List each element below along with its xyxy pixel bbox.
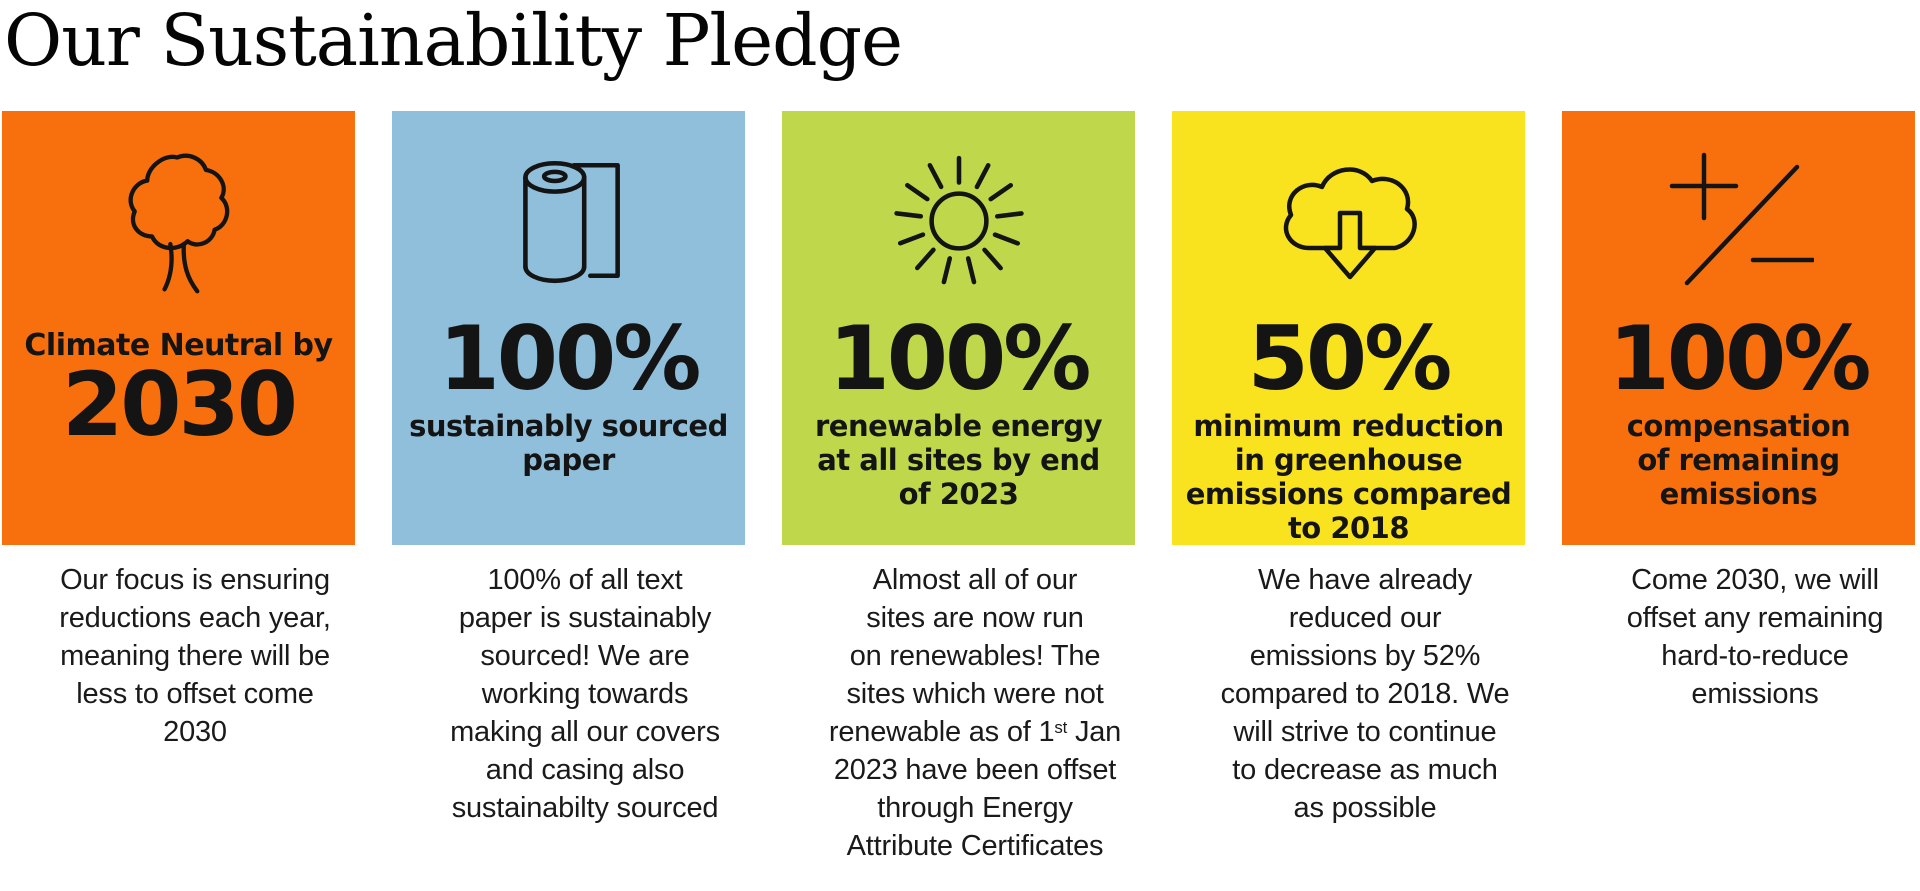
card-stat-number: 100% bbox=[828, 307, 1092, 411]
card-description: Our focus is ensuring reductions each ye… bbox=[59, 564, 331, 749]
paper-roll-icon bbox=[507, 137, 631, 305]
pledge-card-climate-neutral: Climate Neutral by 2030 bbox=[2, 111, 355, 546]
pledge-card-paper: 100% sustainably sourced paper bbox=[392, 111, 745, 546]
card-stat-number: 100% bbox=[438, 307, 702, 411]
cloud-arrow-down-icon bbox=[1264, 137, 1434, 305]
card-label: sustainably sourced paper bbox=[409, 409, 728, 478]
card-stat-number: 100% bbox=[1608, 307, 1872, 411]
tree-icon bbox=[121, 137, 237, 305]
pledge-column-paper: 100% sustainably sourced paper 100% of a… bbox=[392, 111, 745, 865]
card-description: 100% of all text paper is sustainably so… bbox=[450, 564, 720, 825]
page-title: Our Sustainability Pledge bbox=[4, 0, 903, 82]
pledge-column-greenhouse: 50% minimum reduction in greenhouse emis… bbox=[1172, 111, 1525, 865]
pledge-card-compensation: 100% compensation of remaining emissions bbox=[1562, 111, 1915, 546]
pledge-cards-row: Climate Neutral by 2030 Our focus is ens… bbox=[0, 111, 1920, 865]
card-label: minimum reduction in greenhouse emission… bbox=[1185, 409, 1512, 546]
pledge-column-compensation: 100% compensation of remaining emissions… bbox=[1562, 111, 1915, 865]
superscript-ordinal: st bbox=[1054, 717, 1068, 737]
card-label: compensation of remaining emissions bbox=[1626, 409, 1851, 512]
card-description: Come 2030, we will offset any remaining … bbox=[1626, 564, 1884, 711]
card-description: We have already reduced our emissions by… bbox=[1220, 564, 1510, 825]
card-stat-number: 2030 bbox=[62, 353, 298, 457]
pledge-card-renewable-energy: 100% renewable energy at all sites by en… bbox=[782, 111, 1135, 546]
sun-icon bbox=[886, 137, 1032, 305]
plus-minus-icon bbox=[1664, 137, 1814, 305]
pledge-card-greenhouse: 50% minimum reduction in greenhouse emis… bbox=[1172, 111, 1525, 546]
pledge-column-climate-neutral: Climate Neutral by 2030 Our focus is ens… bbox=[2, 111, 355, 865]
card-stat-number: 50% bbox=[1247, 307, 1453, 411]
pledge-column-renewable-energy: 100% renewable energy at all sites by en… bbox=[782, 111, 1135, 865]
card-label: renewable energy at all sites by end of … bbox=[814, 409, 1103, 512]
card-label-top: Climate Neutral by bbox=[24, 328, 333, 364]
card-description: Almost all of our sites are now run on r… bbox=[828, 564, 1122, 863]
